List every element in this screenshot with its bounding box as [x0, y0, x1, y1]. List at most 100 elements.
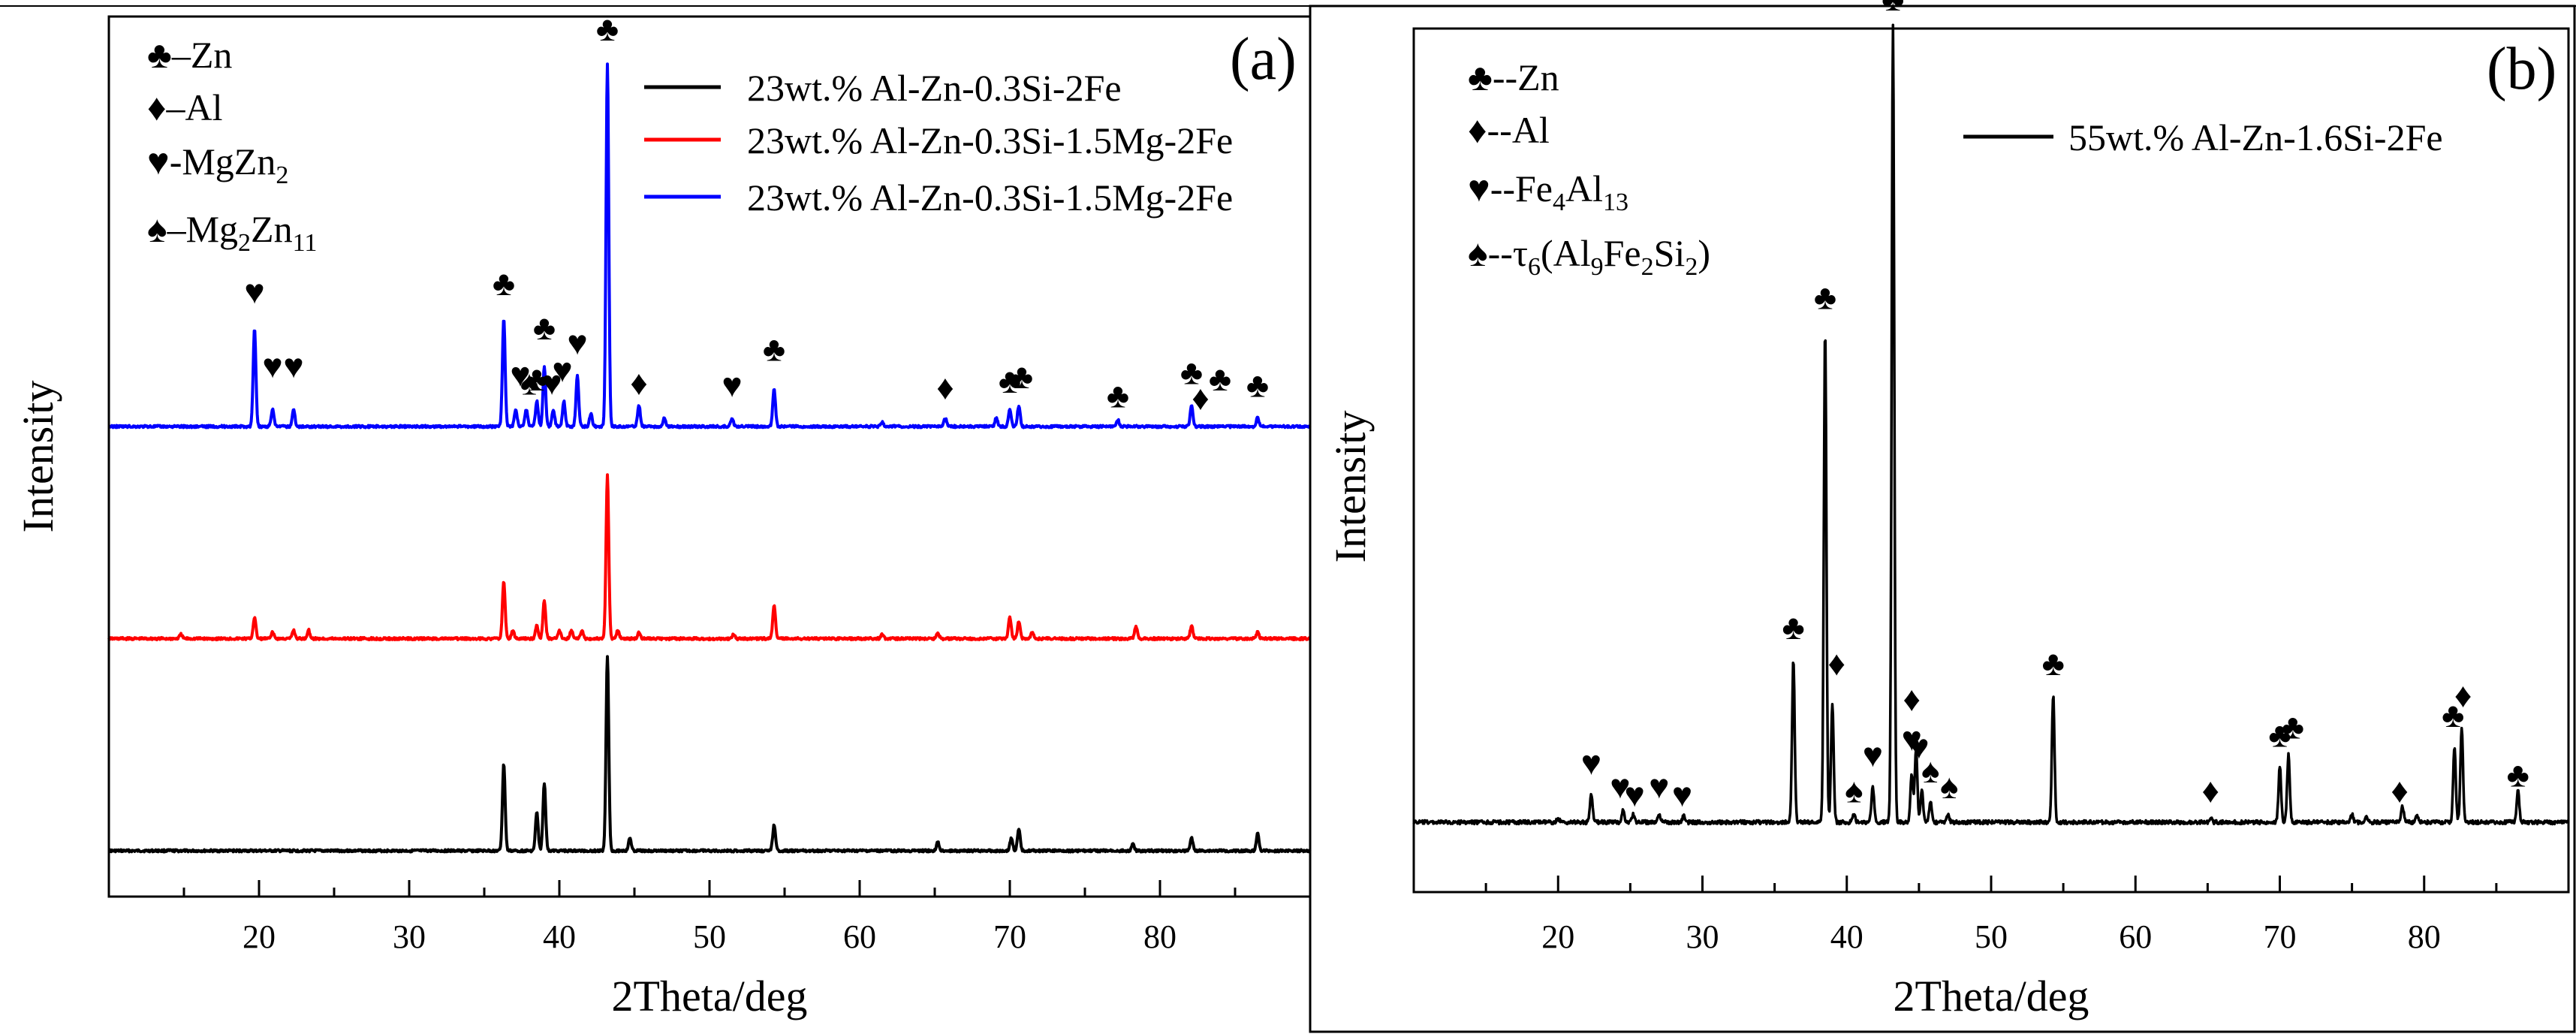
b-peak-marker-19: ♣ — [2282, 708, 2304, 746]
panel-b-frame — [1309, 5, 2576, 1033]
panel-b-ylabel: Intensity — [1326, 411, 1375, 563]
heart-icon: ♥ — [1468, 167, 1490, 210]
b-peak-marker-4: ♥ — [1672, 776, 1692, 814]
a-xtick-label-40: 40 — [543, 918, 576, 955]
a-peak-marker-12: ♦ — [630, 364, 647, 402]
a-peak-marker-14: ♣ — [763, 330, 785, 368]
b-phase-key-tau6-sub: 6 — [1528, 253, 1541, 281]
phase-key-mgzn2: ♥-MgZn2 — [147, 140, 288, 189]
b-phase-key-fe4al13-sub: 4 — [1553, 188, 1565, 216]
panel-b-xlabel: 2Theta/deg — [1894, 972, 2089, 1020]
panel-b-plot-frame — [1412, 27, 2570, 894]
a-peak-marker-2: ♥ — [283, 347, 303, 385]
b-peak-marker-9: ♥ — [1863, 736, 1883, 774]
phase-key-zn-label: –Zn — [171, 34, 233, 76]
b-xtick-label-70: 70 — [2264, 918, 2297, 955]
b-xtick-label-60: 60 — [2119, 918, 2152, 955]
b-phase-key-al-label: --Al — [1487, 109, 1550, 151]
b-peak-marker-2: ♥ — [1624, 776, 1644, 814]
a-peak-marker-13: ♥ — [722, 366, 742, 404]
phase-key-mg2zn11-label: –Mg — [167, 208, 238, 250]
b-phase-key-zn: ♣--Zn — [1468, 56, 1559, 98]
a-peak-marker-7: ♣ — [533, 309, 556, 347]
phase-key-mg2zn11: ♠–Mg2Zn11 — [147, 208, 317, 257]
a-xtick-label-60: 60 — [843, 918, 876, 955]
a-peak-marker-16: ♣ — [999, 362, 1021, 400]
a-peak-marker-22: ♣ — [1246, 366, 1269, 404]
phase-key-mgzn2-sub: 2 — [276, 161, 288, 189]
b-phase-key-tau6-label4: Si — [1654, 232, 1686, 274]
b-xtick-label-50: 50 — [1975, 918, 2008, 955]
b-series-line-0 — [1412, 23, 2570, 826]
b-phase-key-tau6-label2: (Al — [1541, 232, 1591, 274]
b-peak-marker-23: ♣ — [2507, 755, 2529, 794]
a-series-line-0 — [107, 655, 1312, 854]
heart-icon: ♥ — [147, 140, 170, 182]
panel-a-label: (a) — [1230, 26, 1297, 92]
panel-b-label: (b) — [2487, 36, 2556, 102]
b-peak-marker-21: ♣ — [2442, 696, 2464, 734]
a-peak-marker-6: ♣ — [526, 360, 548, 398]
spade-icon: ♠ — [147, 208, 167, 250]
b-peak-marker-22: ♦ — [2454, 676, 2472, 714]
diamond-icon: ♦ — [1468, 109, 1487, 151]
b-phase-key-al: ♦--Al — [1468, 109, 1550, 151]
a-peak-marker-19: ♣ — [1180, 354, 1203, 392]
b-peak-marker-12: ♥ — [1902, 720, 1922, 758]
phase-key-mg2zn11-label2: Zn — [251, 208, 293, 250]
panel-b-phase-key: ♣--Zn ♦--Al ♥--Fe4Al13 ♠--τ6(Al9Fe2Si2) — [1468, 56, 1710, 281]
club-icon: ♣ — [147, 34, 172, 76]
b-peak-marker-14: ♠ — [1921, 752, 1939, 790]
b-phase-key-tau6-label: --τ — [1488, 232, 1528, 274]
a-peak-marker-9: ♥ — [552, 351, 572, 390]
b-peak-marker-15: ♠ — [1940, 767, 1958, 806]
legend-label-black: 23wt.% Al-Zn-0.3Si-2Fe — [747, 67, 1122, 109]
a-xtick-label-20: 20 — [243, 918, 276, 955]
panel-b: ♥♥♥♥♥♣♣♦♠♥♣♦♥♥♠♠♣♦♣♣♦♣♦♣ 20304050607080 … — [1326, 0, 2570, 1020]
a-peak-marker-20: ♦ — [1192, 378, 1209, 417]
a-peak-marker-18: ♣ — [1107, 377, 1129, 415]
b-peak-marker-10: ♣ — [1882, 0, 1904, 18]
panel-a-axes: 20 30 40 50 60 70 80 — [107, 880, 1312, 955]
legend-label-red: 23wt.% Al-Zn-0.3Si-1.5Mg-2Fe — [747, 119, 1233, 161]
b-phase-key-tau6-label3: Fe — [1604, 232, 1641, 274]
a-xtick-label-70: 70 — [993, 918, 1026, 955]
b-phase-key-zn-label: --Zn — [1493, 56, 1559, 98]
b-peak-marker-6: ♣ — [1814, 278, 1836, 316]
b-peak-marker-7: ♦ — [1828, 644, 1845, 683]
panel-a-xlabel: 2Theta/deg — [612, 972, 808, 1020]
b-phase-key-tau6-sub4: 2 — [1685, 253, 1698, 281]
panel-a-legend: 23wt.% Al-Zn-0.3Si-2Fe 23wt.% Al-Zn-0.3S… — [644, 67, 1233, 219]
b-phase-key-fe4al13: ♥--Fe4Al13 — [1468, 167, 1628, 216]
b-legend-label-black: 55wt.% Al-Zn-1.6Si-2Fe — [2068, 116, 2443, 158]
panel-b-peak-markers: ♥♥♥♥♥♣♣♦♠♥♣♦♥♥♠♠♣♦♣♣♦♣♦♣ — [1581, 0, 2529, 814]
panel-a-ylabel: Intensity — [14, 381, 62, 533]
b-peak-marker-11: ♦ — [1903, 680, 1921, 719]
phase-key-mgzn2-label: -MgZn — [170, 140, 276, 182]
a-peak-marker-0: ♥ — [244, 273, 264, 311]
a-peak-marker-3: ♣ — [493, 264, 515, 303]
b-phase-key-tau6-sub2: 9 — [1591, 253, 1604, 281]
a-peak-marker-8: ♥ — [541, 364, 562, 402]
b-peak-marker-20: ♦ — [2391, 772, 2408, 810]
a-series-line-1 — [107, 473, 1312, 641]
panel-b-axes: 20 30 40 50 60 70 80 — [1412, 876, 2570, 955]
a-peak-marker-4: ♥ — [510, 355, 530, 393]
legend-label-blue: 23wt.% Al-Zn-0.3Si-1.5Mg-2Fe — [747, 176, 1233, 219]
phase-key-zn: ♣–Zn — [147, 34, 232, 76]
a-peak-marker-11: ♣ — [596, 10, 619, 48]
b-peak-marker-0: ♥ — [1581, 743, 1601, 782]
a-peak-marker-1: ♥ — [262, 347, 282, 385]
diamond-icon: ♦ — [147, 86, 167, 128]
b-phase-key-tau6: ♠--τ6(Al9Fe2Si2) — [1468, 232, 1710, 281]
a-peak-marker-15: ♦ — [936, 368, 954, 406]
a-xtick-label-80: 80 — [1143, 918, 1177, 955]
b-peak-marker-13: ♥ — [1909, 728, 1929, 766]
a-xtick-label-30: 30 — [393, 918, 426, 955]
b-xtick-label-40: 40 — [1830, 918, 1863, 955]
panel-a: ♥♥ ♥♣♥♠♣♣♥♥♥♣♦ ♥♣♦ ♣♣ ♣♣♦ ♣ ♣ 20 30 40 50 60 70 80 (… — [14, 10, 1312, 1020]
spade-icon: ♠ — [1468, 232, 1488, 274]
a-peak-marker-17: ♣ — [1011, 357, 1033, 396]
b-phase-key-fe4al13-label: --Fe — [1490, 167, 1553, 210]
